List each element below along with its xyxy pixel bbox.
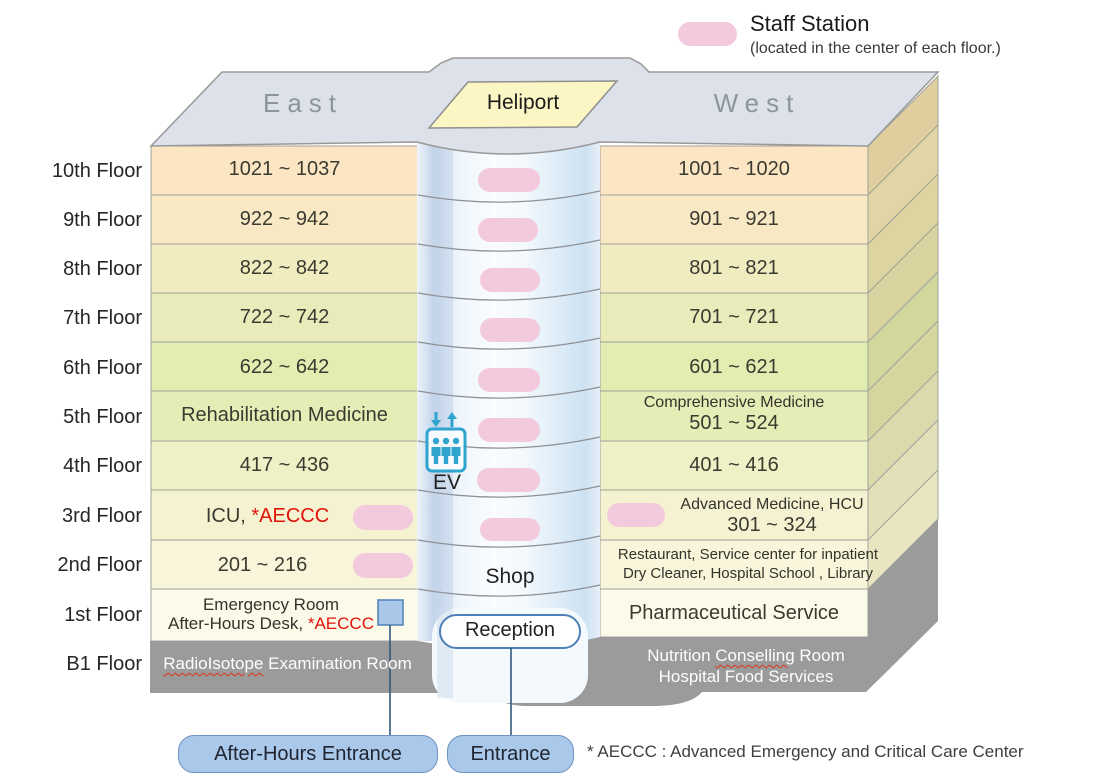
elevator-shaft-stripe bbox=[437, 146, 453, 641]
reception-label: Reception bbox=[464, 619, 556, 641]
east-dept-3: ICU, *AECCC bbox=[205, 505, 330, 527]
elevator-label: EV bbox=[432, 471, 461, 494]
east-floor-7 bbox=[150, 292, 419, 343]
entrance-label: Entrance bbox=[447, 735, 574, 773]
floor-label-2: 2nd Floor bbox=[57, 554, 143, 576]
staff-station-pill-6 bbox=[478, 368, 540, 392]
aeccc-highlight-1f: *AECCC bbox=[307, 614, 374, 633]
west-dept-b1: Nutrition Conselling Room Hospital Food … bbox=[647, 646, 845, 686]
west-dept-2: Restaurant, Service center for inpatient… bbox=[617, 546, 879, 582]
after-hours-entrance-marker bbox=[377, 599, 404, 626]
aeccc-highlight-3f: *AECCC bbox=[251, 505, 330, 527]
staff-station-pills bbox=[353, 22, 737, 578]
floor-label-1: 1st Floor bbox=[64, 604, 142, 626]
east-dept-b1: RadioIsotope Examination Room bbox=[163, 654, 412, 673]
west-wing bbox=[599, 145, 869, 638]
staff-station-pill-2-east bbox=[353, 553, 413, 578]
reception-pill bbox=[439, 614, 581, 649]
floor-label-7: 7th Floor bbox=[63, 307, 142, 329]
floor-label-b1: B1 Floor bbox=[66, 653, 142, 675]
west-rooms-6: 601 ~ 621 bbox=[689, 356, 779, 378]
west-dept-1: Pharmaceutical Service bbox=[628, 602, 840, 624]
elevator-icon bbox=[425, 412, 467, 473]
tower-floor-arcs bbox=[417, 190, 601, 597]
east-rooms-8: 822 ~ 842 bbox=[239, 257, 330, 279]
shop-label: Shop bbox=[485, 565, 535, 588]
floor-label-5: 5th Floor bbox=[63, 406, 142, 428]
west-wing-label: West bbox=[713, 88, 801, 118]
east-wing bbox=[150, 145, 419, 642]
legend-subtitle: (located in the center of each floor.) bbox=[750, 40, 1001, 57]
west-rooms-10: 1001 ~ 1020 bbox=[678, 158, 790, 180]
elevator-people bbox=[431, 437, 461, 464]
legend-staff-station-pill bbox=[678, 22, 737, 46]
west-dept-5: Comprehensive Medicine 501 ~ 524 bbox=[643, 394, 825, 434]
west-floor-7 bbox=[599, 292, 869, 343]
east-floor-9 bbox=[150, 194, 419, 245]
staff-station-pill-9 bbox=[478, 218, 538, 242]
west-wing-side bbox=[867, 74, 939, 591]
west-rooms-4: 401 ~ 416 bbox=[689, 454, 779, 476]
east-floor-5 bbox=[150, 390, 419, 442]
east-rooms-4: 417 ~ 436 bbox=[239, 454, 330, 476]
east-floor-8 bbox=[150, 243, 419, 294]
floor-label-9: 9th Floor bbox=[63, 209, 142, 231]
west-rooms-7: 701 ~ 721 bbox=[689, 306, 779, 328]
aeccc-footnote: * AECCC : Advanced Emergency and Critica… bbox=[587, 742, 1024, 761]
staff-station-pill-5 bbox=[478, 418, 540, 442]
east-dept-1: Emergency Room After-Hours Desk, *AECCC bbox=[168, 595, 374, 633]
staff-station-pill-8 bbox=[480, 268, 540, 292]
east-floor-10 bbox=[150, 145, 419, 196]
west-floor-8 bbox=[599, 243, 869, 294]
staff-station-pill-3-west bbox=[607, 503, 665, 527]
misspelled-word: RadioIsotope bbox=[163, 654, 264, 673]
east-rooms-2: 201 ~ 216 bbox=[217, 554, 308, 576]
floor-label-4: 4th Floor bbox=[63, 455, 142, 477]
east-wing-label: East bbox=[262, 88, 344, 118]
floor-label-10: 10th Floor bbox=[51, 160, 142, 182]
east-dept-5: Rehabilitation Medicine bbox=[181, 404, 388, 426]
east-floor-6 bbox=[150, 341, 419, 392]
west-floor-4 bbox=[599, 440, 869, 491]
misspelled-word-2: Conselling bbox=[715, 646, 795, 665]
west-floor-9 bbox=[599, 194, 869, 245]
floor-label-3: 3rd Floor bbox=[61, 505, 142, 527]
staff-station-pill-7 bbox=[480, 318, 540, 342]
west-rooms-8: 801 ~ 821 bbox=[689, 257, 779, 279]
staff-station-pill-3-center bbox=[480, 518, 540, 541]
west-dept-3: Advanced Medicine, HCU 301 ~ 324 bbox=[680, 496, 864, 536]
east-rooms-10: 1021 ~ 1037 bbox=[228, 158, 341, 180]
west-floor-1 bbox=[599, 588, 869, 638]
staff-station-pill-10 bbox=[478, 168, 540, 192]
staff-station-pill-4 bbox=[477, 468, 540, 492]
east-floor-1 bbox=[150, 588, 419, 642]
west-rooms-9: 901 ~ 921 bbox=[689, 208, 779, 230]
legend-title: Staff Station bbox=[750, 11, 870, 36]
east-rooms-7: 722 ~ 742 bbox=[239, 306, 330, 328]
heliport-pad bbox=[427, 80, 619, 129]
after-hours-entrance-label: After-Hours Entrance bbox=[178, 735, 438, 773]
heliport-label: Heliport bbox=[486, 91, 560, 114]
floor-label-6: 6th Floor bbox=[63, 357, 142, 379]
basement-b1 bbox=[150, 519, 938, 706]
east-rooms-6: 622 ~ 642 bbox=[239, 356, 330, 378]
floor-label-8: 8th Floor bbox=[63, 258, 142, 280]
staff-station-pill-3-east bbox=[353, 505, 413, 530]
east-rooms-9: 922 ~ 942 bbox=[239, 208, 330, 230]
west-floor-2 bbox=[599, 539, 869, 590]
